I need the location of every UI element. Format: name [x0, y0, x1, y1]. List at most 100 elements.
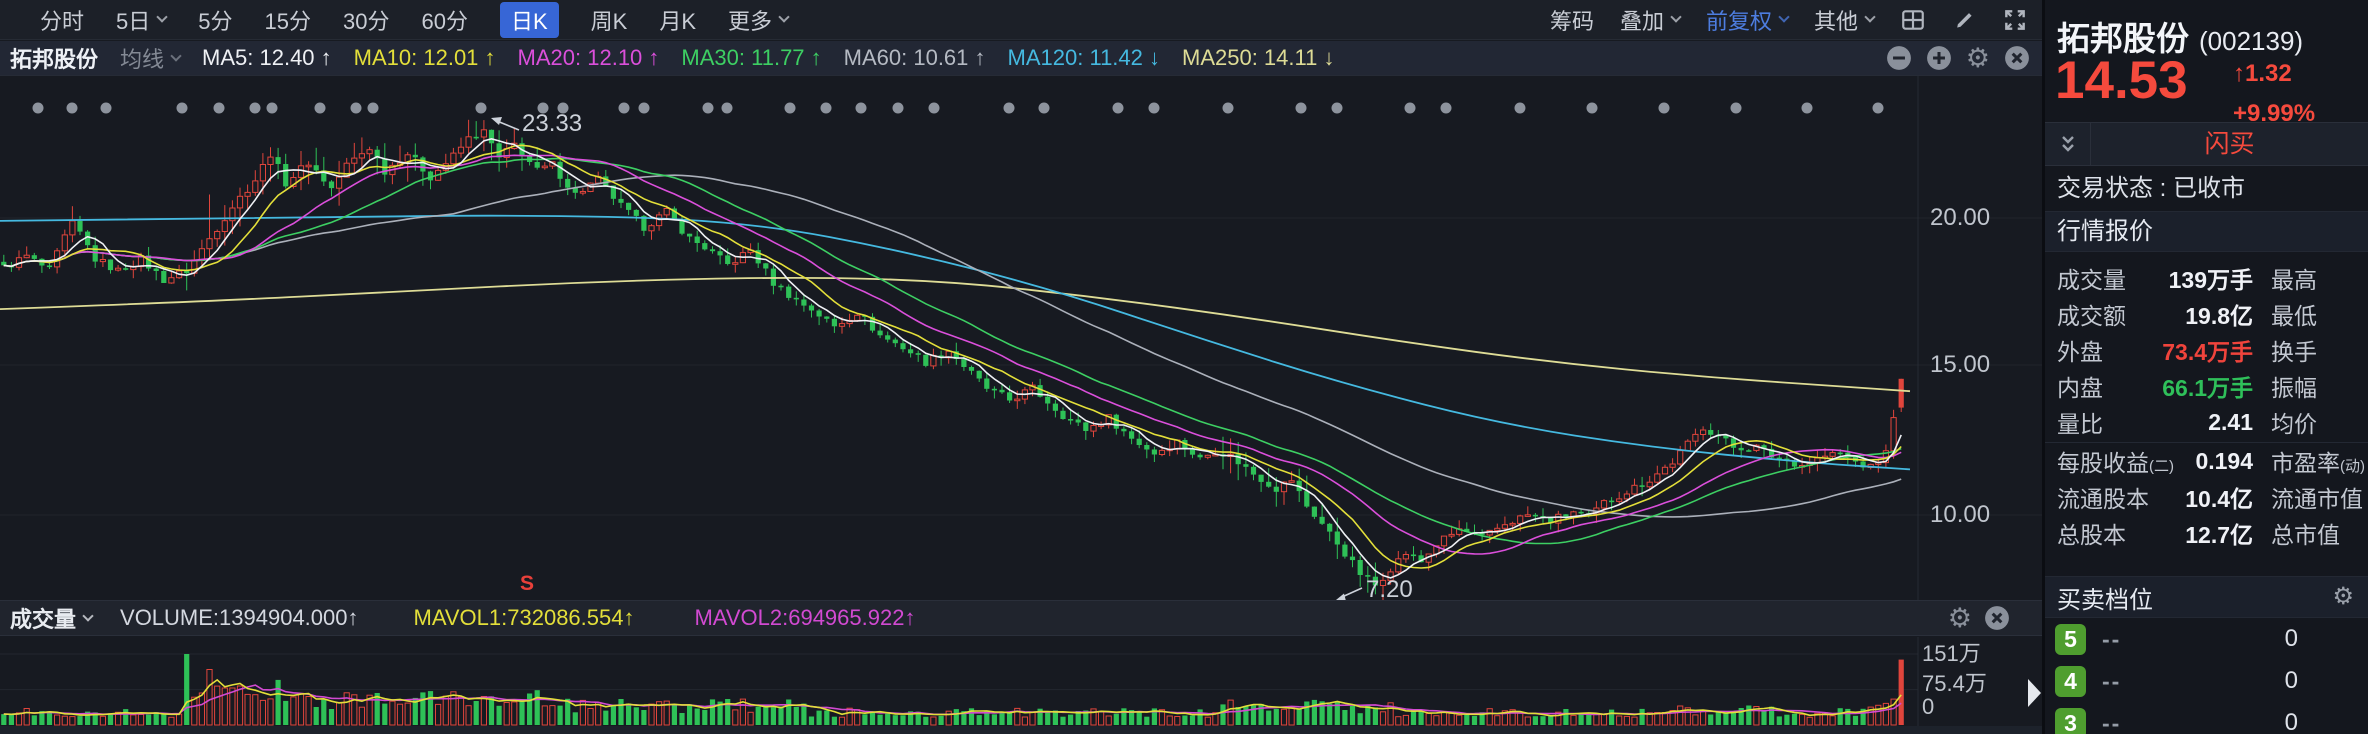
- quote-label-2: 最高: [2271, 267, 2317, 293]
- chart-section: 分时 5日 5分 15分 30分 60分 日K 周K 月K 更多 筹码 叠加 前…: [0, 0, 2042, 734]
- order-book: 5 -- 0 4 -- 0 3 -- 0: [2045, 618, 2368, 734]
- volume-axis-tick: 151万: [1922, 641, 1981, 666]
- volume-close-icon[interactable]: [1984, 605, 2010, 631]
- level-badge: 5: [2055, 623, 2086, 655]
- ask-level-row[interactable]: 3 -- 0: [2045, 702, 2368, 734]
- flash-buy-button[interactable]: 闪买: [2204, 130, 2255, 158]
- quote-row: 每股收益(二) 0.194 市盈率(动): [2045, 443, 2368, 479]
- panel-collapse-arrow-icon[interactable]: [2028, 679, 2041, 707]
- chevron-down-icon: [1864, 11, 1876, 23]
- quote-label: 内盘: [2057, 375, 2103, 401]
- draw-pen-icon[interactable]: [1952, 8, 1976, 32]
- tab-weekly-k[interactable]: 周K: [590, 8, 628, 34]
- quote-label-2: 换手: [2271, 339, 2317, 365]
- chips-button[interactable]: 筹码: [1549, 8, 1594, 34]
- quote-label: 成交量: [2057, 267, 2126, 293]
- candlestick-svg[interactable]: [0, 76, 2042, 600]
- quote-row: 内盘 66.1万手 振幅: [2045, 368, 2368, 404]
- level-badge: 3: [2055, 707, 2086, 734]
- tab-minute[interactable]: 分时: [40, 8, 85, 34]
- level-price: --: [2102, 625, 2122, 652]
- volume-axis-tick: 75.4万: [1922, 671, 1987, 696]
- expand-panel-button[interactable]: [2045, 123, 2091, 165]
- quote-label: 每股收益(二): [2057, 450, 2174, 476]
- chart-tools: 筹码 叠加 前复权 其他: [1550, 4, 2042, 36]
- other-button[interactable]: 其他: [1813, 4, 1876, 36]
- quote-label-2: 总市值: [2271, 522, 2340, 548]
- order-book-title: 买卖档位: [2057, 586, 2153, 614]
- ask-level-row[interactable]: 4 -- 0: [2045, 660, 2368, 702]
- pane-close-icon[interactable]: [2004, 45, 2030, 71]
- quote-value: 0.194: [2195, 447, 2253, 474]
- fullscreen-icon[interactable]: [2002, 7, 2028, 33]
- quote-row: 量比 2.41 均价: [2045, 404, 2368, 440]
- quote-value: 10.4亿: [2185, 486, 2253, 512]
- ask-level-row[interactable]: 5 -- 0: [2045, 618, 2368, 660]
- ma250-value: MA250: 14.11 ↓: [1182, 45, 1335, 70]
- tab-15min[interactable]: 15分: [264, 8, 311, 34]
- quote-side-panel: 拓邦股份 (002139) 14.53 ↑1.32 +9.99% 闪买 交易状态…: [2042, 0, 2368, 734]
- period-toolbar: 分时 5日 5分 15分 30分 60分 日K 周K 月K 更多 筹码 叠加 前…: [0, 0, 2042, 40]
- volume-pane-header: 成交量 VOLUME:1394904.000↑ MAVOL1:732086.55…: [0, 600, 2042, 636]
- chevron-down-icon: [82, 609, 94, 622]
- price-change: ↑1.32 +9.99%: [2233, 60, 2315, 128]
- chart-pane-controls: ⚙: [1886, 43, 2042, 73]
- order-book-settings-gear-icon[interactable]: ⚙: [2332, 583, 2354, 610]
- volume-chart[interactable]: 151万 75.4万 0: [0, 637, 2042, 734]
- quote-row: 流通股本 10.4亿 流通市值: [2045, 479, 2368, 515]
- quote-row: 总股本 12.7亿 总市值: [2045, 515, 2368, 551]
- quote-value: 12.7亿: [2185, 522, 2253, 548]
- ma20-value: MA20: 12.10 ↑: [517, 45, 660, 70]
- tab-60min[interactable]: 60分: [421, 8, 468, 34]
- stock-header: 拓邦股份 (002139): [2057, 12, 2303, 60]
- tab-30min[interactable]: 30分: [343, 8, 390, 34]
- volume-axis-tick: 0: [1922, 694, 1935, 719]
- mavol2-value: MAVOL2:694965.922↑: [694, 605, 916, 630]
- quote-row: 成交量 139万手 最高: [2045, 260, 2368, 296]
- quote-label: 量比: [2057, 411, 2103, 437]
- period-tabs: 分时 5日 5分 15分 30分 60分 日K 周K 月K 更多: [0, 1, 790, 38]
- ma60-value: MA60: 10.61 ↑: [843, 45, 986, 70]
- candlestick-chart[interactable]: 20.00 15.00 10.00 23.33 7.20 S: [0, 76, 2042, 603]
- tab-5day-label: 5日: [116, 8, 151, 34]
- ma30-value: MA30: 11.77 ↑: [681, 45, 822, 70]
- level-price: --: [2102, 709, 2122, 734]
- volume-settings-gear-icon[interactable]: ⚙: [1947, 603, 1972, 633]
- chevron-down-icon: [170, 49, 182, 62]
- price-axis-tick: 20.00: [1930, 204, 1991, 231]
- quote-section-header: 行情报价: [2045, 212, 2368, 252]
- quote-row: 成交额 19.8亿 最低: [2045, 296, 2368, 332]
- other-label: 其他: [1813, 8, 1858, 34]
- volume-title-label: 成交量: [10, 607, 77, 632]
- layout-grid-icon[interactable]: [1900, 7, 1926, 33]
- chevron-down-icon: [156, 11, 168, 23]
- adjust-mode-button[interactable]: 前复权: [1705, 4, 1790, 36]
- volume-indicator-dropdown[interactable]: 成交量: [10, 602, 94, 634]
- quote-label-2: 最低: [2271, 303, 2317, 329]
- tab-monthly-k[interactable]: 月K: [659, 8, 697, 34]
- zoom-in-icon[interactable]: [1926, 45, 1952, 71]
- ma-overlay-dropdown[interactable]: 均线: [120, 42, 182, 74]
- mavol1-value: MAVOL1:732086.554↑: [413, 605, 635, 630]
- level-volume: 0: [2284, 709, 2298, 734]
- adjust-mode-label: 前复权: [1705, 8, 1772, 34]
- level-volume: 0: [2284, 667, 2298, 694]
- quote-label-2: 振幅: [2271, 375, 2317, 401]
- quote-label: 外盘: [2057, 339, 2103, 365]
- tab-5min[interactable]: 5分: [198, 8, 233, 34]
- zoom-out-icon[interactable]: [1886, 45, 1912, 71]
- overlay-button[interactable]: 叠加: [1620, 4, 1682, 36]
- volume-svg[interactable]: [0, 637, 2042, 734]
- last-price: 14.53: [2055, 51, 2188, 110]
- quote-label-2: 均价: [2271, 411, 2317, 437]
- chevron-down-icon: [1778, 11, 1790, 23]
- tab-daily-k[interactable]: 日K: [499, 1, 559, 38]
- tab-5day[interactable]: 5日: [116, 4, 168, 36]
- quote-label: 成交额: [2057, 303, 2126, 329]
- level-price: --: [2102, 667, 2122, 694]
- change-amount: ↑1.32: [2233, 60, 2292, 87]
- double-chevron-down-icon: [2061, 136, 2074, 152]
- tab-more[interactable]: 更多: [728, 4, 790, 36]
- price-axis-tick: 15.00: [1930, 351, 1991, 378]
- pane-settings-gear-icon[interactable]: ⚙: [1965, 43, 1990, 73]
